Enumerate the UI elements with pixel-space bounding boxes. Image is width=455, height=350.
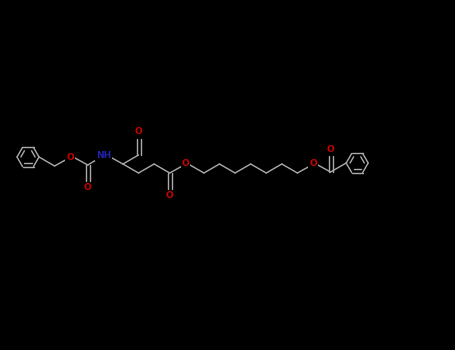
Text: O: O bbox=[182, 160, 189, 168]
Text: NH: NH bbox=[96, 152, 111, 161]
Text: O: O bbox=[166, 191, 174, 201]
Text: O: O bbox=[66, 153, 74, 161]
Text: O: O bbox=[327, 145, 334, 154]
Text: O: O bbox=[84, 183, 91, 192]
Text: O: O bbox=[309, 160, 317, 168]
Text: O: O bbox=[135, 127, 142, 136]
